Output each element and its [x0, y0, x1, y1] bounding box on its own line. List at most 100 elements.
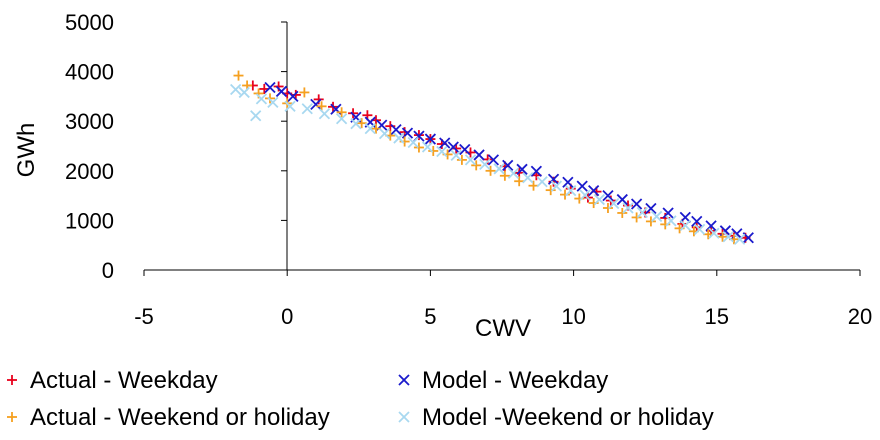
data-point — [576, 180, 588, 192]
data-point — [493, 163, 505, 175]
data-point — [588, 185, 600, 197]
data-point — [708, 227, 720, 239]
legend-item: Model - Weekday — [398, 367, 608, 394]
data-point — [267, 96, 279, 108]
x-tick-label: 20 — [848, 304, 872, 329]
data-point — [530, 165, 543, 177]
x-tick-label: 0 — [281, 304, 293, 329]
data-points — [230, 70, 754, 245]
data-point — [645, 216, 656, 227]
tick-labels: -5 0 5 10 15 20 0 1000 2000 3000 4000 5000 — [65, 10, 872, 329]
y-tick-label: 2000 — [65, 159, 114, 184]
data-point — [233, 70, 244, 81]
data-point — [436, 145, 448, 158]
data-point — [528, 180, 539, 191]
data-point — [522, 172, 534, 184]
data-point — [593, 193, 606, 206]
data-point — [722, 231, 734, 243]
data-point — [705, 220, 717, 232]
data-point — [631, 212, 642, 223]
data-point — [691, 215, 703, 228]
legend-label: Model -Weekend or holiday — [422, 404, 714, 431]
data-point — [547, 173, 560, 185]
legend-item: Model -Weekend or holiday — [398, 404, 714, 431]
data-point — [514, 176, 525, 187]
y-tick-label: 4000 — [65, 60, 114, 85]
data-point — [630, 198, 643, 210]
data-point — [407, 136, 419, 149]
data-point — [459, 143, 471, 156]
data-point — [665, 215, 677, 227]
data-point — [579, 189, 591, 201]
data-point — [651, 210, 663, 223]
data-point — [662, 207, 674, 219]
data-point — [703, 229, 714, 240]
data-point — [499, 170, 510, 181]
legend-marker — [398, 411, 410, 423]
legend-item: Actual - Weekend or holiday — [7, 404, 330, 431]
data-point — [318, 108, 331, 120]
legend-label: Actual - Weekend or holiday — [30, 404, 330, 431]
data-point — [473, 149, 485, 161]
legend-marker — [7, 375, 17, 385]
data-point — [693, 223, 706, 235]
data-point — [602, 203, 613, 213]
data-point — [378, 127, 391, 140]
data-point — [299, 87, 310, 98]
data-point — [617, 207, 628, 218]
legend: Actual - Weekday Model - Weekday Actual - … — [7, 367, 714, 431]
data-point — [284, 100, 296, 112]
data-point — [447, 141, 459, 153]
data-point — [487, 154, 500, 166]
data-point — [364, 123, 376, 135]
data-point — [507, 167, 520, 179]
data-point — [275, 85, 288, 98]
x-tick-label: 15 — [705, 304, 729, 329]
data-point — [428, 145, 439, 156]
legend-item: Actual - Weekday — [7, 367, 218, 394]
data-point — [562, 176, 574, 188]
legend-marker — [398, 374, 410, 386]
series-1 — [264, 81, 754, 244]
data-point — [401, 127, 414, 139]
data-point — [645, 202, 657, 215]
data-point — [335, 113, 348, 125]
data-point — [310, 98, 322, 110]
data-point — [421, 141, 434, 153]
legend-label: Actual - Weekday — [30, 367, 218, 394]
data-point — [456, 154, 467, 165]
data-point — [250, 110, 262, 122]
data-point — [622, 202, 634, 214]
data-point — [502, 159, 514, 171]
data-point — [479, 158, 491, 170]
x-axis-title: CWV — [475, 315, 531, 342]
data-point — [734, 233, 746, 245]
x-tick-label: -5 — [134, 304, 154, 329]
x-tick-label: 10 — [561, 304, 585, 329]
legend-label: Model - Weekday — [422, 367, 608, 394]
data-point — [636, 206, 648, 219]
series-3 — [230, 83, 746, 245]
data-point — [450, 149, 462, 162]
data-point — [516, 163, 528, 175]
data-point — [413, 142, 424, 153]
legend-marker — [7, 412, 17, 422]
data-point — [717, 231, 728, 242]
data-point — [536, 176, 548, 188]
data-point — [287, 90, 299, 103]
data-point — [336, 107, 347, 118]
data-point — [545, 185, 556, 196]
y-tick-label: 0 — [102, 258, 114, 283]
data-point — [464, 154, 477, 166]
data-point — [264, 81, 276, 94]
data-point — [679, 219, 691, 231]
y-axis-title: GWh — [13, 123, 40, 178]
data-point — [350, 118, 362, 130]
data-point — [560, 189, 571, 200]
data-point — [390, 123, 402, 136]
data-point — [485, 165, 496, 176]
data-point — [550, 180, 563, 192]
data-point — [301, 103, 313, 115]
y-tick-label: 1000 — [65, 208, 114, 233]
